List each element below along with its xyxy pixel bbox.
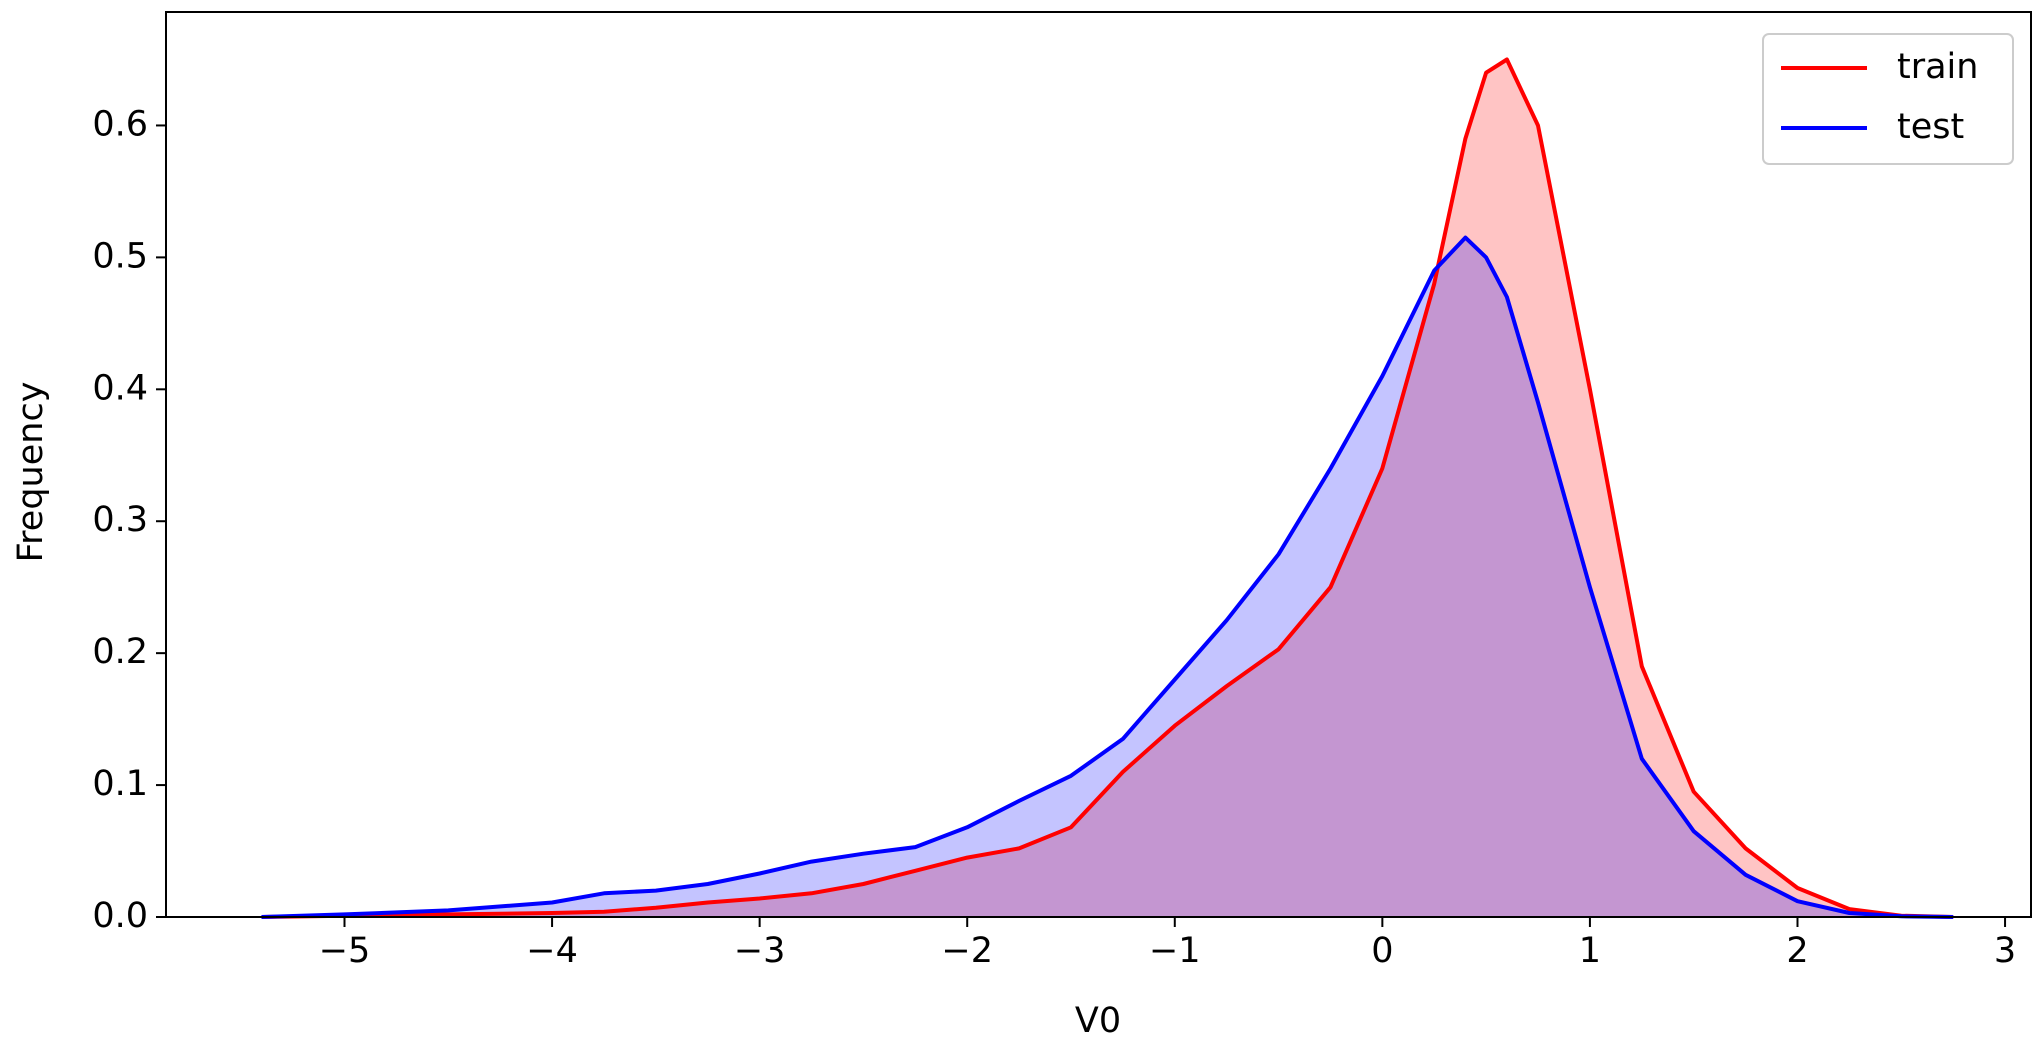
x-tick-label: 1 xyxy=(1579,931,1601,971)
legend: train test xyxy=(1762,33,2014,165)
legend-label: test xyxy=(1897,107,1964,147)
x-tick-label: 0 xyxy=(1371,931,1393,971)
plot-frame xyxy=(165,11,2032,918)
y-tick-label: 0.3 xyxy=(92,500,148,540)
y-tick-label: 0.4 xyxy=(92,368,148,408)
y-tick-label: 0.1 xyxy=(92,764,148,804)
x-axis-label: V0 xyxy=(1075,1001,1121,1041)
y-axis-label: Frequency xyxy=(11,382,51,563)
y-tick-label: 0.0 xyxy=(92,896,148,936)
area-fill xyxy=(261,237,1954,918)
x-tick-label: −1 xyxy=(1149,931,1201,971)
x-tick-label: −5 xyxy=(319,931,371,971)
x-tick-label: 3 xyxy=(1994,931,2016,971)
x-tick-label: −3 xyxy=(734,931,786,971)
y-tick-label: 0.5 xyxy=(92,236,148,276)
area-fill xyxy=(261,59,1954,917)
x-tick-label: −4 xyxy=(526,931,578,971)
y-tick-label: 0.2 xyxy=(92,632,148,672)
x-tick-label: 2 xyxy=(1786,931,1808,971)
density-line xyxy=(261,235,1954,919)
legend-label: train xyxy=(1897,47,1978,87)
density-line xyxy=(261,57,1954,919)
y-tick-label: 0.6 xyxy=(92,104,148,144)
x-tick-label: −2 xyxy=(941,931,993,971)
